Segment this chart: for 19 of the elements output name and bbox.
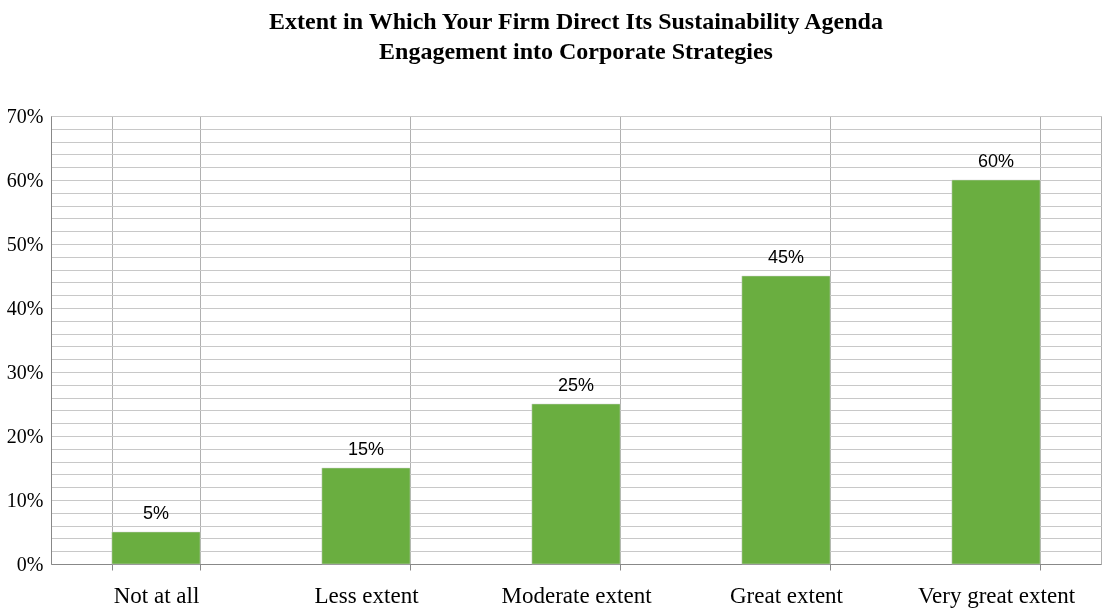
x-tick-label: Very great extent	[917, 582, 1076, 608]
y-tick-label: 0%	[16, 552, 44, 575]
y-tick-label: 50%	[6, 232, 44, 255]
x-tick-label: Not at all	[113, 582, 200, 608]
y-tick-label: 40%	[6, 296, 44, 319]
data-label: 15%	[347, 439, 385, 459]
y-tick-label: 20%	[6, 424, 44, 447]
y-tick-label: 60%	[6, 168, 44, 191]
data-label: 45%	[767, 247, 805, 267]
data-label: 60%	[977, 151, 1015, 171]
data-label: 5%	[142, 503, 170, 523]
data-label: 25%	[557, 375, 595, 395]
y-tick-label: 30%	[6, 360, 44, 383]
x-tick-label: Great extent	[729, 582, 844, 608]
y-tick-label: 10%	[6, 488, 44, 511]
x-tick-label: Less extent	[314, 582, 420, 608]
y-tick-label: 70%	[6, 104, 44, 127]
x-tick-label: Moderate extent	[501, 582, 653, 608]
chart-title: Extent in Which Your Firm Direct Its Sustainability Agenda Engagement into Corporate Strategies	[269, 8, 883, 64]
